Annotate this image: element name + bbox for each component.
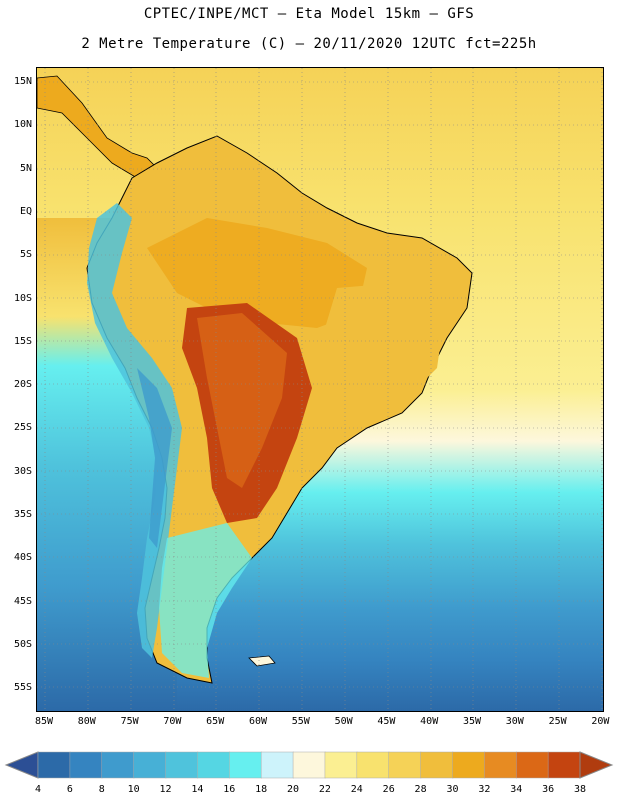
lon-label: 20W <box>591 716 610 727</box>
falkland-islands <box>248 655 276 667</box>
colorbar-label: 10 <box>127 784 140 795</box>
colorbar-label: 36 <box>542 784 555 795</box>
lon-label: 80W <box>77 716 96 727</box>
lat-label: EQ <box>19 205 32 217</box>
colorbar-swatch <box>260 751 294 779</box>
colorbar-swatch <box>484 751 517 779</box>
colorbar-label: 28 <box>414 784 427 795</box>
lat-label: 45S <box>13 595 32 607</box>
lat-label: 30S <box>13 465 32 477</box>
colorbar-low-arrow <box>4 751 39 779</box>
lon-label: 55W <box>291 716 310 727</box>
east-brazil-region <box>322 283 447 413</box>
lat-label: 20S <box>13 379 32 391</box>
lon-label: 60W <box>248 716 268 727</box>
lat-label: 10N <box>13 119 32 131</box>
lon-label: 35W <box>462 716 482 727</box>
colorbar-label: 34 <box>510 784 523 795</box>
colorbar-swatch <box>452 751 486 779</box>
colorbar-label: 26 <box>382 784 395 795</box>
lat-label: 5S <box>19 249 32 261</box>
lat-label: 15S <box>13 335 32 347</box>
colorbar-swatch <box>388 751 422 779</box>
colorbar-label: 30 <box>446 784 459 795</box>
colorbar-label: 16 <box>223 784 236 795</box>
map-title-line1: CPTEC/INPE/MCT – Eta Model 15km – GFS <box>143 6 475 22</box>
lat-label: 5N <box>19 162 32 174</box>
lon-label: 75W <box>120 716 139 727</box>
andes-high-peaks <box>137 368 172 548</box>
colorbar-swatch <box>69 751 103 779</box>
colorbar-label: 18 <box>255 784 268 795</box>
colorbar-swatch <box>515 751 549 779</box>
temperature-map <box>36 67 604 712</box>
lon-label: 65W <box>206 716 225 727</box>
colorbar-label: 24 <box>350 784 363 795</box>
colorbar-swatch <box>197 751 231 779</box>
colorbar-label: 12 <box>159 784 172 795</box>
colorbar-label: 38 <box>573 784 587 795</box>
map-title-line2: 2 Metre Temperature (C) – 20/11/2020 12U… <box>81 36 537 52</box>
lon-label: 70W <box>163 716 182 727</box>
lon-label: 45W <box>377 716 396 727</box>
colorbar-high-arrow <box>579 751 614 779</box>
patagonia-cool-region <box>159 523 252 678</box>
colorbar-label: 4 <box>34 784 42 795</box>
lon-label: 85W <box>34 716 54 727</box>
colorbar-swatch <box>101 751 135 779</box>
color-scale-bar <box>4 751 614 779</box>
lon-label: 40W <box>420 716 439 727</box>
lon-label: 25W <box>548 716 567 727</box>
colorbar-swatch <box>292 751 326 779</box>
colorbar-swatch <box>324 751 358 779</box>
lon-label: 30W <box>505 716 524 727</box>
colorbar-label: 14 <box>191 784 204 795</box>
lat-label: 55S <box>13 682 32 694</box>
colorbar-label: 20 <box>287 784 300 795</box>
colorbar-label: 6 <box>66 784 73 795</box>
colorbar-swatch <box>165 751 199 779</box>
lat-label: 15N <box>13 76 32 87</box>
colorbar-label: 8 <box>98 784 105 795</box>
colorbar-swatch <box>37 751 71 779</box>
lat-label: 10S <box>13 292 32 304</box>
amazon-warm-region <box>147 218 367 328</box>
hot-interior-inner <box>197 313 287 488</box>
lat-label: 25S <box>13 422 32 434</box>
andes-cold-region <box>87 203 182 658</box>
lon-label: 50W <box>334 716 353 727</box>
colorbar-swatch <box>133 751 167 779</box>
colorbar-label: 22 <box>318 784 331 795</box>
colorbar-swatch <box>420 751 454 779</box>
colorbar-swatch <box>547 751 581 779</box>
colorbar-swatch <box>356 751 390 779</box>
lat-label: 35S <box>13 509 32 520</box>
colorbar-swatch <box>229 751 262 779</box>
colorbar-label: 32 <box>478 784 491 795</box>
lat-label: 40S <box>13 552 32 564</box>
lat-label: 50S <box>13 638 32 650</box>
